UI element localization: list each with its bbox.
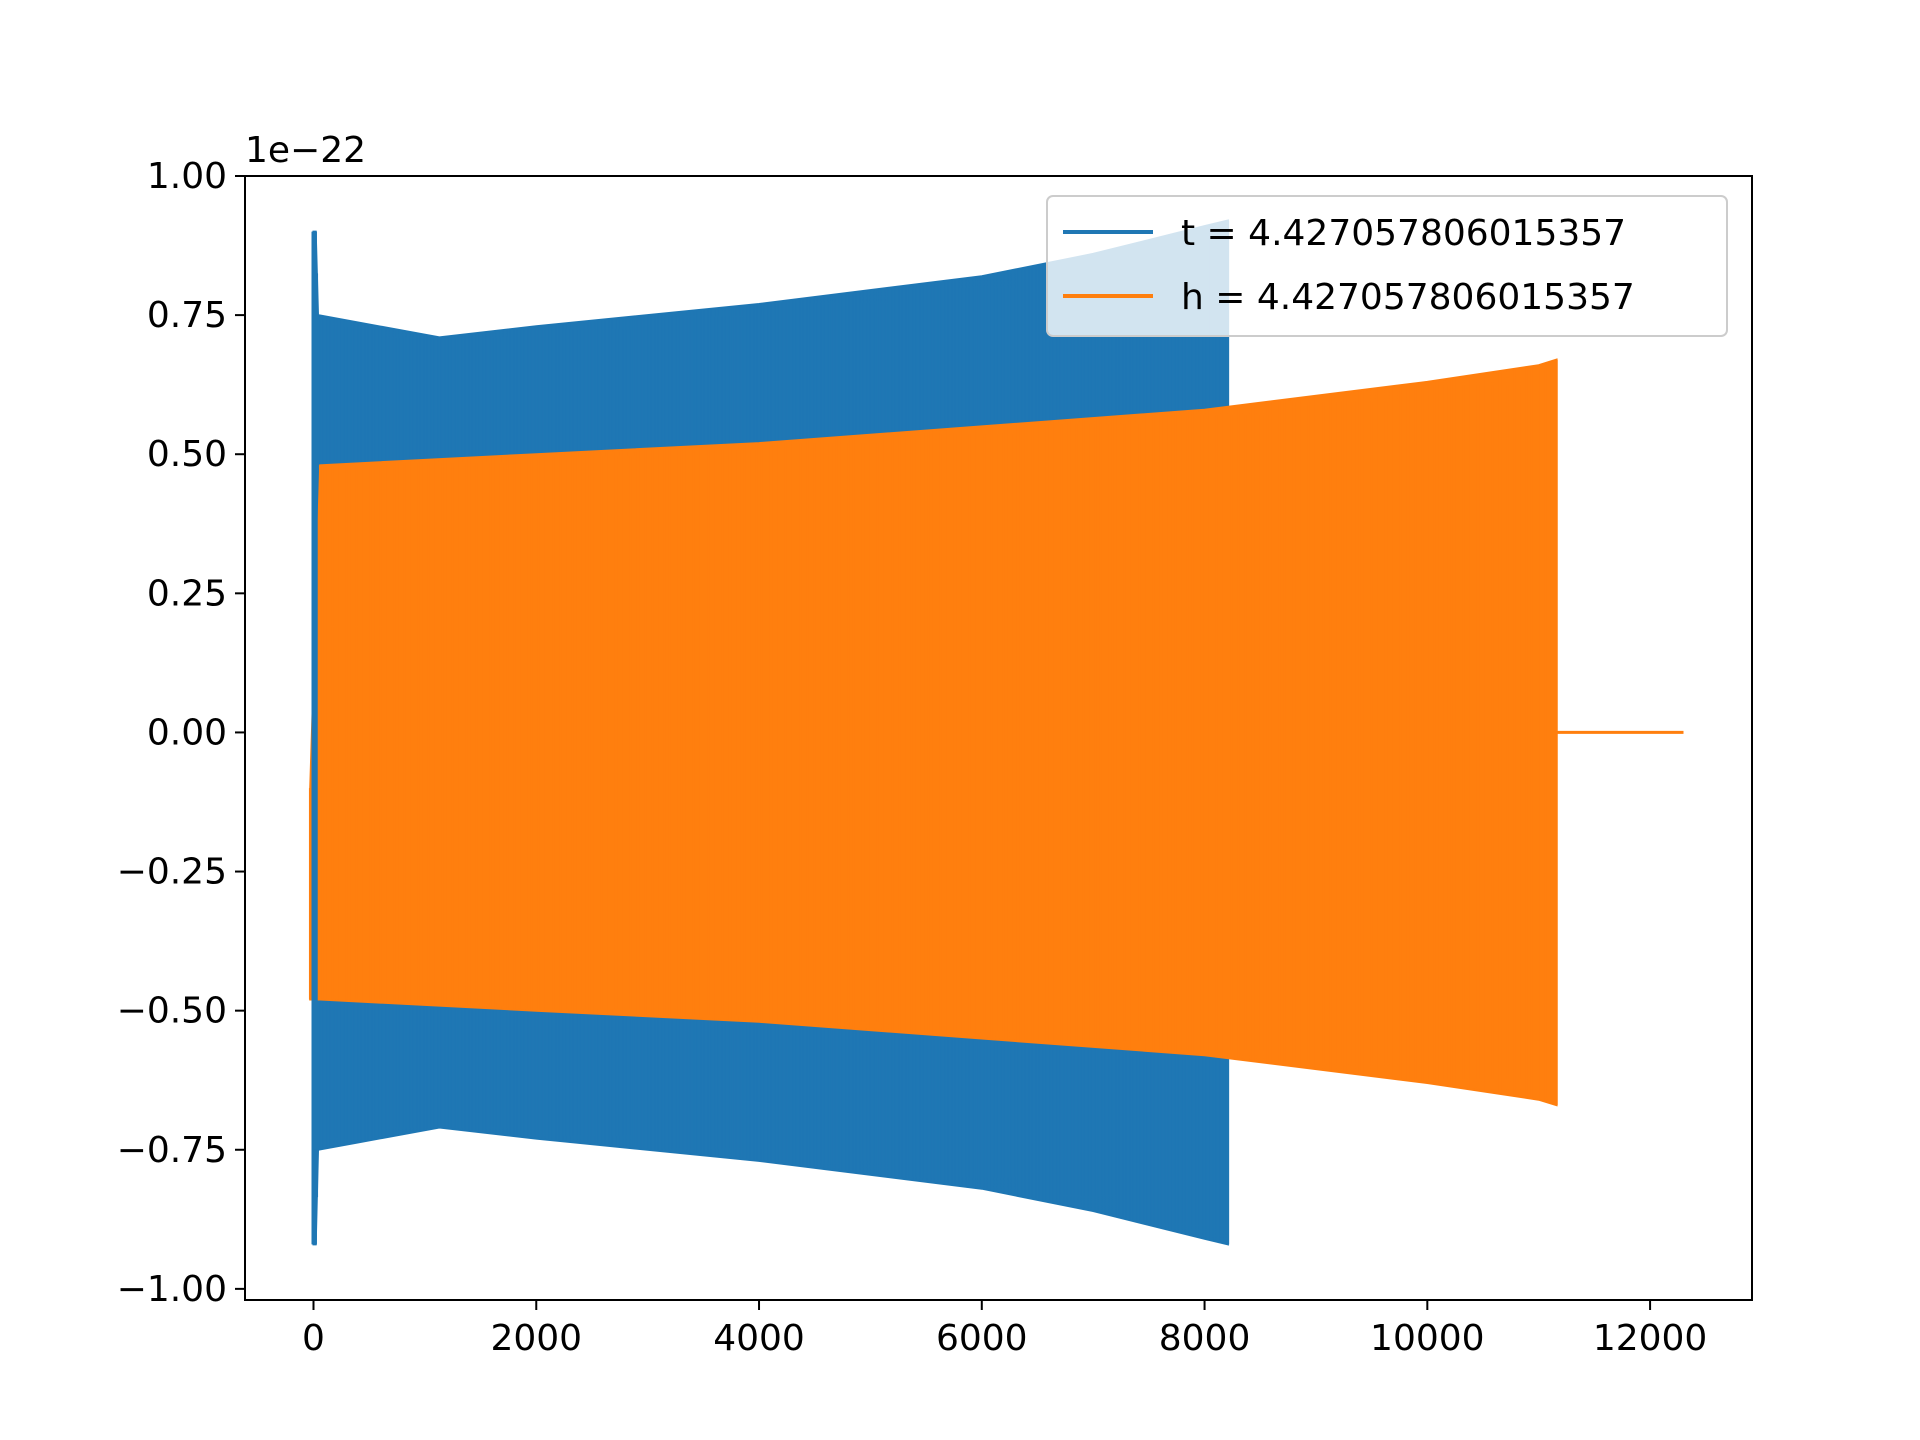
x-tick-label: 10000 — [1370, 1318, 1485, 1359]
y-tick-label: 0.50 — [147, 434, 227, 475]
y-tick-label: 0.75 — [147, 295, 227, 336]
legend-label: h = 4.427057806015357 — [1181, 277, 1635, 318]
legend-label: t = 4.427057806015357 — [1181, 213, 1626, 254]
plot-frame — [244, 175, 1753, 1301]
y-tick-label: −0.25 — [117, 852, 227, 893]
series-layer — [308, 219, 1684, 1246]
x-tick-label: 2000 — [490, 1318, 582, 1359]
y-tick-label: 0.00 — [147, 712, 227, 753]
x-axis: 0 2000 4000 6000 8000 10000 12000 — [302, 1300, 1707, 1359]
y-tick-label: −0.75 — [117, 1130, 227, 1171]
y-tick-label: −0.50 — [117, 991, 227, 1032]
series-2 — [308, 358, 1684, 1107]
legend: t = 4.427057806015357 h = 4.4270578060153… — [1046, 195, 1728, 337]
series-2-line — [308, 359, 1558, 1106]
y-axis: 1.00 0.75 0.50 0.25 0.00 −0.25 −0.50 −0.75 −1.00 — [117, 156, 245, 1310]
y-tick-label: 0.25 — [147, 573, 227, 614]
x-tick-label: 4000 — [713, 1318, 805, 1359]
legend-box — [1046, 195, 1728, 337]
x-tick-label: 12000 — [1593, 1318, 1708, 1359]
series-1-initial-spike — [311, 231, 318, 1245]
y-tick-label: 1.00 — [147, 156, 227, 197]
x-tick-label: 0 — [302, 1318, 325, 1359]
y-tick-label: −1.00 — [117, 1269, 227, 1310]
x-tick-label: 6000 — [936, 1318, 1028, 1359]
x-tick-label: 8000 — [1159, 1318, 1251, 1359]
y-offset-label: 1e−22 — [245, 130, 366, 171]
